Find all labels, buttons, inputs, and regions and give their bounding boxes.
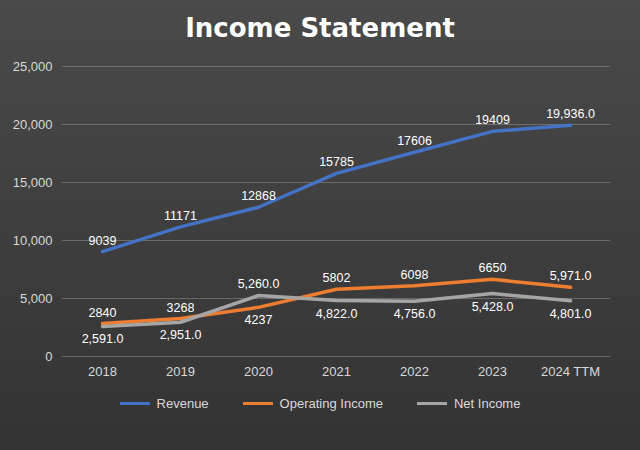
svg-text:11171: 11171: [164, 209, 197, 223]
html-text:Operating Income: Operating Income: [279, 396, 383, 411]
svg-text:9039: 9039: [89, 234, 117, 248]
svg-text:20,000: 20,000: [13, 117, 53, 132]
svg-text:4237: 4237: [245, 313, 273, 327]
svg-text:2840: 2840: [89, 306, 117, 320]
svg-text:10,000: 10,000: [13, 233, 53, 248]
svg-text:2019: 2019: [166, 364, 195, 379]
svg-text:2,591.0: 2,591.0: [82, 332, 124, 346]
svg-text:5,971.0: 5,971.0: [550, 269, 592, 283]
svg-text:17606: 17606: [397, 134, 432, 148]
svg-text:2024 TTM: 2024 TTM: [541, 364, 600, 379]
svg-text:2023: 2023: [478, 364, 507, 379]
svg-text:3268: 3268: [167, 301, 195, 315]
svg-text:12868: 12868: [241, 189, 276, 203]
svg-text:2021: 2021: [322, 364, 351, 379]
svg-text:5802: 5802: [323, 271, 351, 285]
svg-text:4,756.0: 4,756.0: [394, 307, 436, 321]
svg-text:19,936.0: 19,936.0: [546, 107, 595, 121]
svg-text:2,951.0: 2,951.0: [160, 328, 202, 342]
svg-text:19409: 19409: [475, 113, 510, 127]
html-text:Income Statement: Income Statement: [185, 13, 455, 43]
html-text:Revenue: Revenue: [156, 396, 209, 411]
svg-text:5,428.0: 5,428.0: [472, 300, 514, 314]
svg-text:6650: 6650: [479, 261, 507, 275]
svg-text:15785: 15785: [319, 155, 354, 169]
svg-text:5,260.0: 5,260.0: [238, 277, 280, 291]
svg-text:2018: 2018: [88, 364, 117, 379]
svg-text:25,000: 25,000: [13, 59, 53, 74]
svg-text:5,000: 5,000: [20, 291, 53, 306]
svg-text:0: 0: [45, 349, 52, 364]
svg-text:2022: 2022: [400, 364, 429, 379]
svg-text:6098: 6098: [401, 268, 429, 282]
html-text:Net Income: Net Income: [454, 396, 521, 411]
svg-text:4,822.0: 4,822.0: [316, 307, 358, 321]
svg-text:15,000: 15,000: [13, 175, 53, 190]
svg-text:2020: 2020: [244, 364, 273, 379]
svg-text:4,801.0: 4,801.0: [550, 307, 592, 321]
